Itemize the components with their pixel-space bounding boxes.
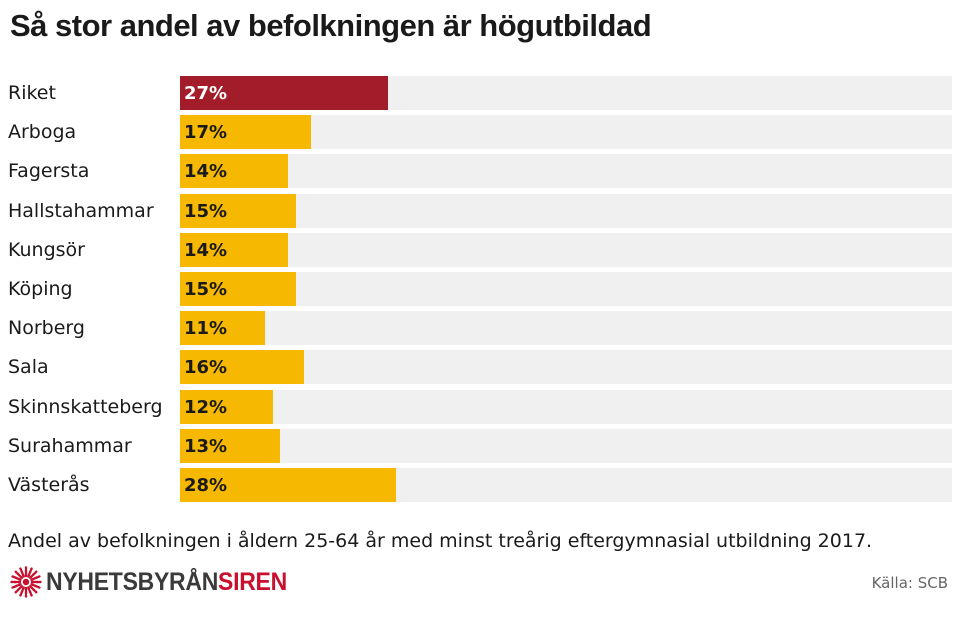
category-label: Kungsör [8, 238, 85, 261]
bar-value-label: 27% [184, 83, 228, 104]
bar-value-label: 11% [184, 318, 228, 340]
bar-value-label: 13% [184, 435, 228, 457]
category-label: Västerås [8, 474, 90, 496]
bar-value-label: 12% [184, 396, 228, 418]
bar-value-label: 28% [184, 475, 228, 496]
bar-track [180, 350, 952, 385]
bar-row: Sala 16% [0, 350, 960, 385]
bar-track [180, 115, 952, 150]
category-label: Fagersta [8, 160, 90, 183]
siren-burst-icon [10, 566, 42, 598]
bar-track [180, 232, 952, 267]
bar [180, 154, 289, 189]
bar [180, 272, 296, 306]
category-label: Arboga [8, 121, 77, 144]
bar-row: Hallstahammar 15% [0, 193, 960, 228]
bar-value-label: 17% [184, 122, 228, 144]
bar-value-label: 15% [184, 200, 228, 222]
bar-value-label: 16% [184, 357, 228, 379]
bar [180, 193, 296, 228]
bar-row: Kungsör 14% [0, 232, 960, 267]
bar-track [180, 311, 952, 346]
bar-track [180, 76, 952, 110]
bar [180, 311, 265, 346]
bar-row: Norberg 11% [0, 311, 960, 346]
category-label: Surahammar [8, 434, 132, 457]
bar-row: Surahammar 13% [0, 428, 960, 463]
bar-track [180, 428, 952, 463]
bar-value-label: 14% [184, 161, 228, 183]
category-label: Hallstahammar [8, 199, 154, 222]
bar [180, 76, 389, 110]
bar-value-label: 15% [184, 279, 228, 300]
bar-row: Riket 27% [0, 76, 960, 110]
bar [180, 468, 397, 502]
bar-track [180, 193, 952, 228]
logo-part-1: NYHETSBYRÅN [46, 567, 219, 596]
bar [180, 115, 312, 150]
category-label: Skinnskatteberg [8, 395, 163, 418]
publisher-logo: NYHETSBYRÅNSIREN [10, 566, 308, 598]
bar-track [180, 154, 952, 189]
chart-title: Så stor andel av befolkningen är högutbi… [10, 8, 652, 43]
bar-row: Skinnskatteberg 12% [0, 389, 960, 424]
bar-track [180, 272, 952, 306]
source-note: Källa: SCB [871, 574, 948, 592]
bar-track [180, 389, 952, 424]
bar-row: Fagersta 14% [0, 154, 960, 189]
bar-row: Västerås 28% [0, 468, 960, 502]
logo-wordmark: NYHETSBYRÅNSIREN [46, 568, 287, 597]
bar [180, 350, 304, 385]
category-label: Köping [8, 278, 73, 300]
chart-footnote: Andel av befolkningen i åldern 25-64 år … [8, 530, 873, 552]
bar [180, 389, 273, 424]
category-label: Norberg [8, 317, 85, 340]
bar [180, 428, 281, 463]
bar-row: Arboga 17% [0, 115, 960, 150]
bar [180, 232, 289, 267]
bar-track [180, 468, 952, 502]
category-label: Riket [8, 82, 56, 104]
bar-row: Köping 15% [0, 272, 960, 306]
category-label: Sala [8, 356, 49, 379]
logo-part-2: SIREN [218, 567, 287, 596]
bar-value-label: 14% [184, 239, 228, 261]
bar-chart: Riket 27% Arboga 17% Fagersta 14% Hallstahamma… [0, 76, 960, 516]
